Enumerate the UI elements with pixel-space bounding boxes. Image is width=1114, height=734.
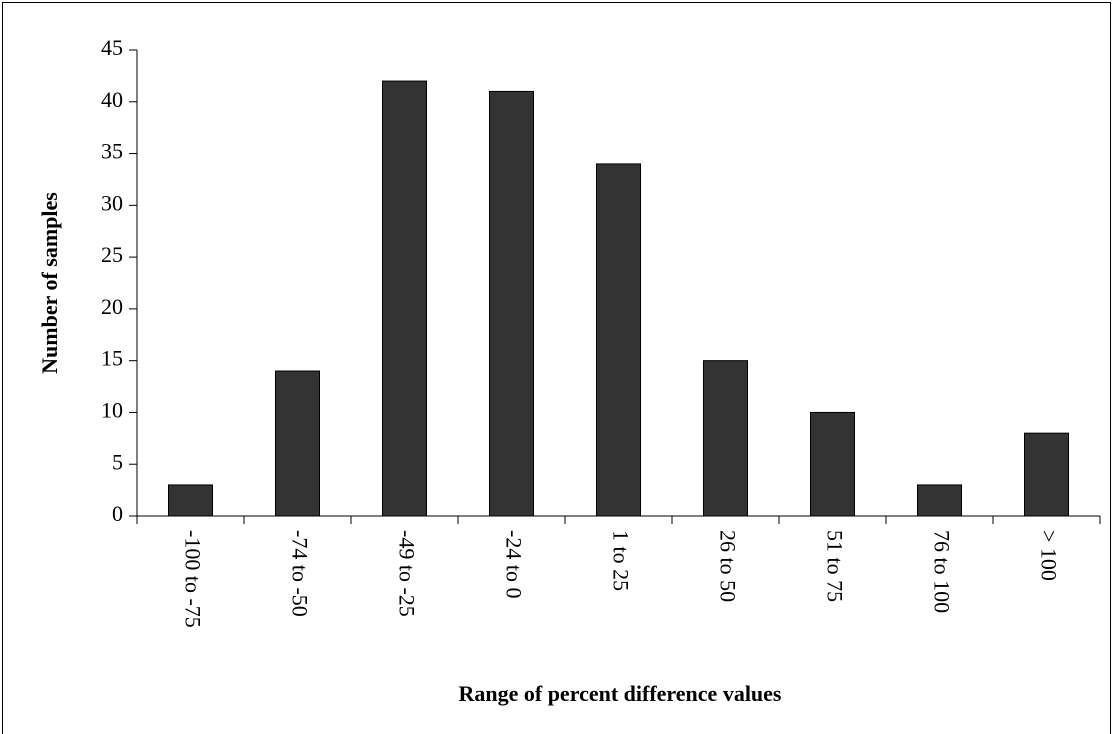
bar (275, 370, 320, 517)
x-axis-title: Range of percent difference values (458, 681, 781, 706)
x-tick-label: -24 to 0 (501, 530, 526, 598)
y-tick-label: 10 (101, 397, 123, 422)
bar (382, 80, 427, 517)
bar (703, 360, 748, 517)
x-tick-label: 76 to 100 (929, 530, 954, 613)
x-tick-label: > 100 (1036, 530, 1061, 581)
y-axis-title: Number of samples (37, 192, 62, 374)
bar (1024, 432, 1069, 517)
y-tick-label: 45 (101, 35, 123, 60)
x-tick-label: 26 to 50 (715, 530, 740, 602)
y-tick-label: 5 (112, 449, 123, 474)
x-tick-label: 51 to 75 (822, 530, 847, 602)
y-tick-label: 30 (101, 190, 123, 215)
bar (596, 163, 641, 517)
x-tick-label: 1 to 25 (608, 530, 633, 591)
bar (810, 411, 855, 517)
y-tick-label: 20 (101, 294, 123, 319)
y-tick-label: 15 (101, 346, 123, 371)
bar (489, 90, 534, 517)
bar (168, 484, 213, 517)
bar (917, 484, 962, 517)
y-tick-label: 35 (101, 139, 123, 164)
y-tick-label: 25 (101, 242, 123, 267)
y-tick-label: 40 (101, 87, 123, 112)
x-tick-label: -74 to -50 (287, 530, 312, 617)
x-tick-label: -100 to -75 (180, 530, 205, 628)
x-tick-label: -49 to -25 (394, 530, 419, 617)
y-tick-label: 0 (112, 501, 123, 526)
